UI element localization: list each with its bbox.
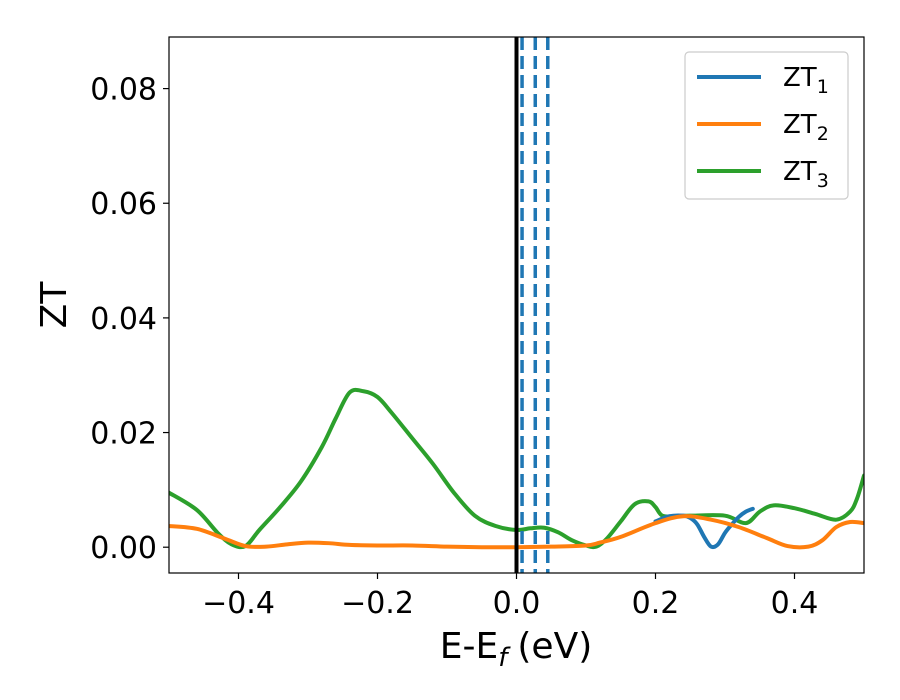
x-tick-label: 0.4 (771, 586, 819, 621)
y-tick-label: 0.08 (90, 73, 157, 108)
legend-box (684, 51, 849, 200)
y-tick-label: 0.04 (90, 302, 157, 337)
plot-area (169, 37, 864, 573)
legend-label-zt2: ZT2 (783, 110, 829, 145)
series-line-zt2 (169, 514, 864, 550)
x-tick-label: −0.2 (341, 586, 414, 621)
legend: ZT1 ZT2 ZT3 (684, 51, 849, 200)
x-tick-label: −0.4 (202, 586, 275, 621)
legend-label-zt3: ZT3 (783, 157, 829, 192)
y-axis-label: ZT (34, 281, 75, 329)
y-tick-label: 0.06 (90, 187, 157, 222)
x-axis-label-main: E-E (440, 626, 498, 667)
x-axis-label: E-Ef (eV) (440, 626, 593, 673)
x-axis: −0.4 −0.2 0.0 0.2 0.4 (202, 573, 818, 621)
y-tick-label: 0.00 (90, 531, 157, 566)
x-tick-label: 0.2 (632, 586, 680, 621)
x-tick-label: 0.0 (493, 586, 541, 621)
legend-label-zt1: ZT1 (783, 63, 829, 98)
series-line-zt3 (169, 387, 864, 550)
y-tick-label: 0.02 (90, 417, 157, 452)
x-axis-label-unit: (eV) (517, 626, 592, 667)
y-axis: 0.00 0.02 0.04 0.06 0.08 (90, 73, 169, 566)
